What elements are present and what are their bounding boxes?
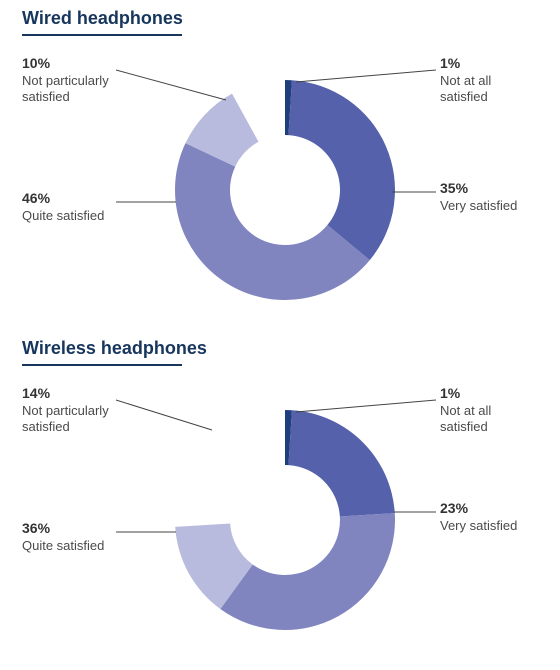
slice-label-quite_satisfied: 46%Quite satisfied: [22, 190, 104, 224]
slice-label-quite_satisfied: 36%Quite satisfied: [22, 520, 104, 554]
slice-pct: 46%: [22, 190, 104, 208]
slice-pct: 1%: [440, 385, 491, 403]
leader-line: [296, 400, 436, 412]
slice-pct: 23%: [440, 500, 517, 518]
slice-label-not_particularly: 10%Not particularlysatisfied: [22, 55, 109, 105]
slice-text-line: Not particularly: [22, 73, 109, 88]
slice-text-line: Very satisfied: [440, 518, 517, 533]
slice-text-line: Not at all: [440, 403, 491, 418]
slice-text-line: Quite satisfied: [22, 538, 104, 553]
donut-slice-very_satisfied: [288, 410, 394, 516]
slice-label-not_at_all: 1%Not at allsatisfied: [440, 55, 491, 105]
slice-pct: 35%: [440, 180, 517, 198]
slice-text-line: Quite satisfied: [22, 208, 104, 223]
slice-label-very_satisfied: 35%Very satisfied: [440, 180, 517, 214]
slice-label-very_satisfied: 23%Very satisfied: [440, 500, 517, 534]
slice-text-line: satisfied: [22, 419, 70, 434]
slice-text-line: satisfied: [440, 419, 488, 434]
slice-text-line: Very satisfied: [440, 198, 517, 213]
slice-label-not_at_all: 1%Not at allsatisfied: [440, 385, 491, 435]
slice-text-line: satisfied: [22, 89, 70, 104]
leader-line: [116, 400, 212, 430]
slice-pct: 10%: [22, 55, 109, 73]
slice-pct: 36%: [22, 520, 104, 538]
slice-text-line: Not at all: [440, 73, 491, 88]
slice-text-line: satisfied: [440, 89, 488, 104]
slice-pct: 1%: [440, 55, 491, 73]
slice-label-not_particularly: 14%Not particularlysatisfied: [22, 385, 109, 435]
slice-pct: 14%: [22, 385, 109, 403]
slice-text-line: Not particularly: [22, 403, 109, 418]
page: { "layout": { "page_width": 560, "page_h…: [0, 0, 560, 670]
